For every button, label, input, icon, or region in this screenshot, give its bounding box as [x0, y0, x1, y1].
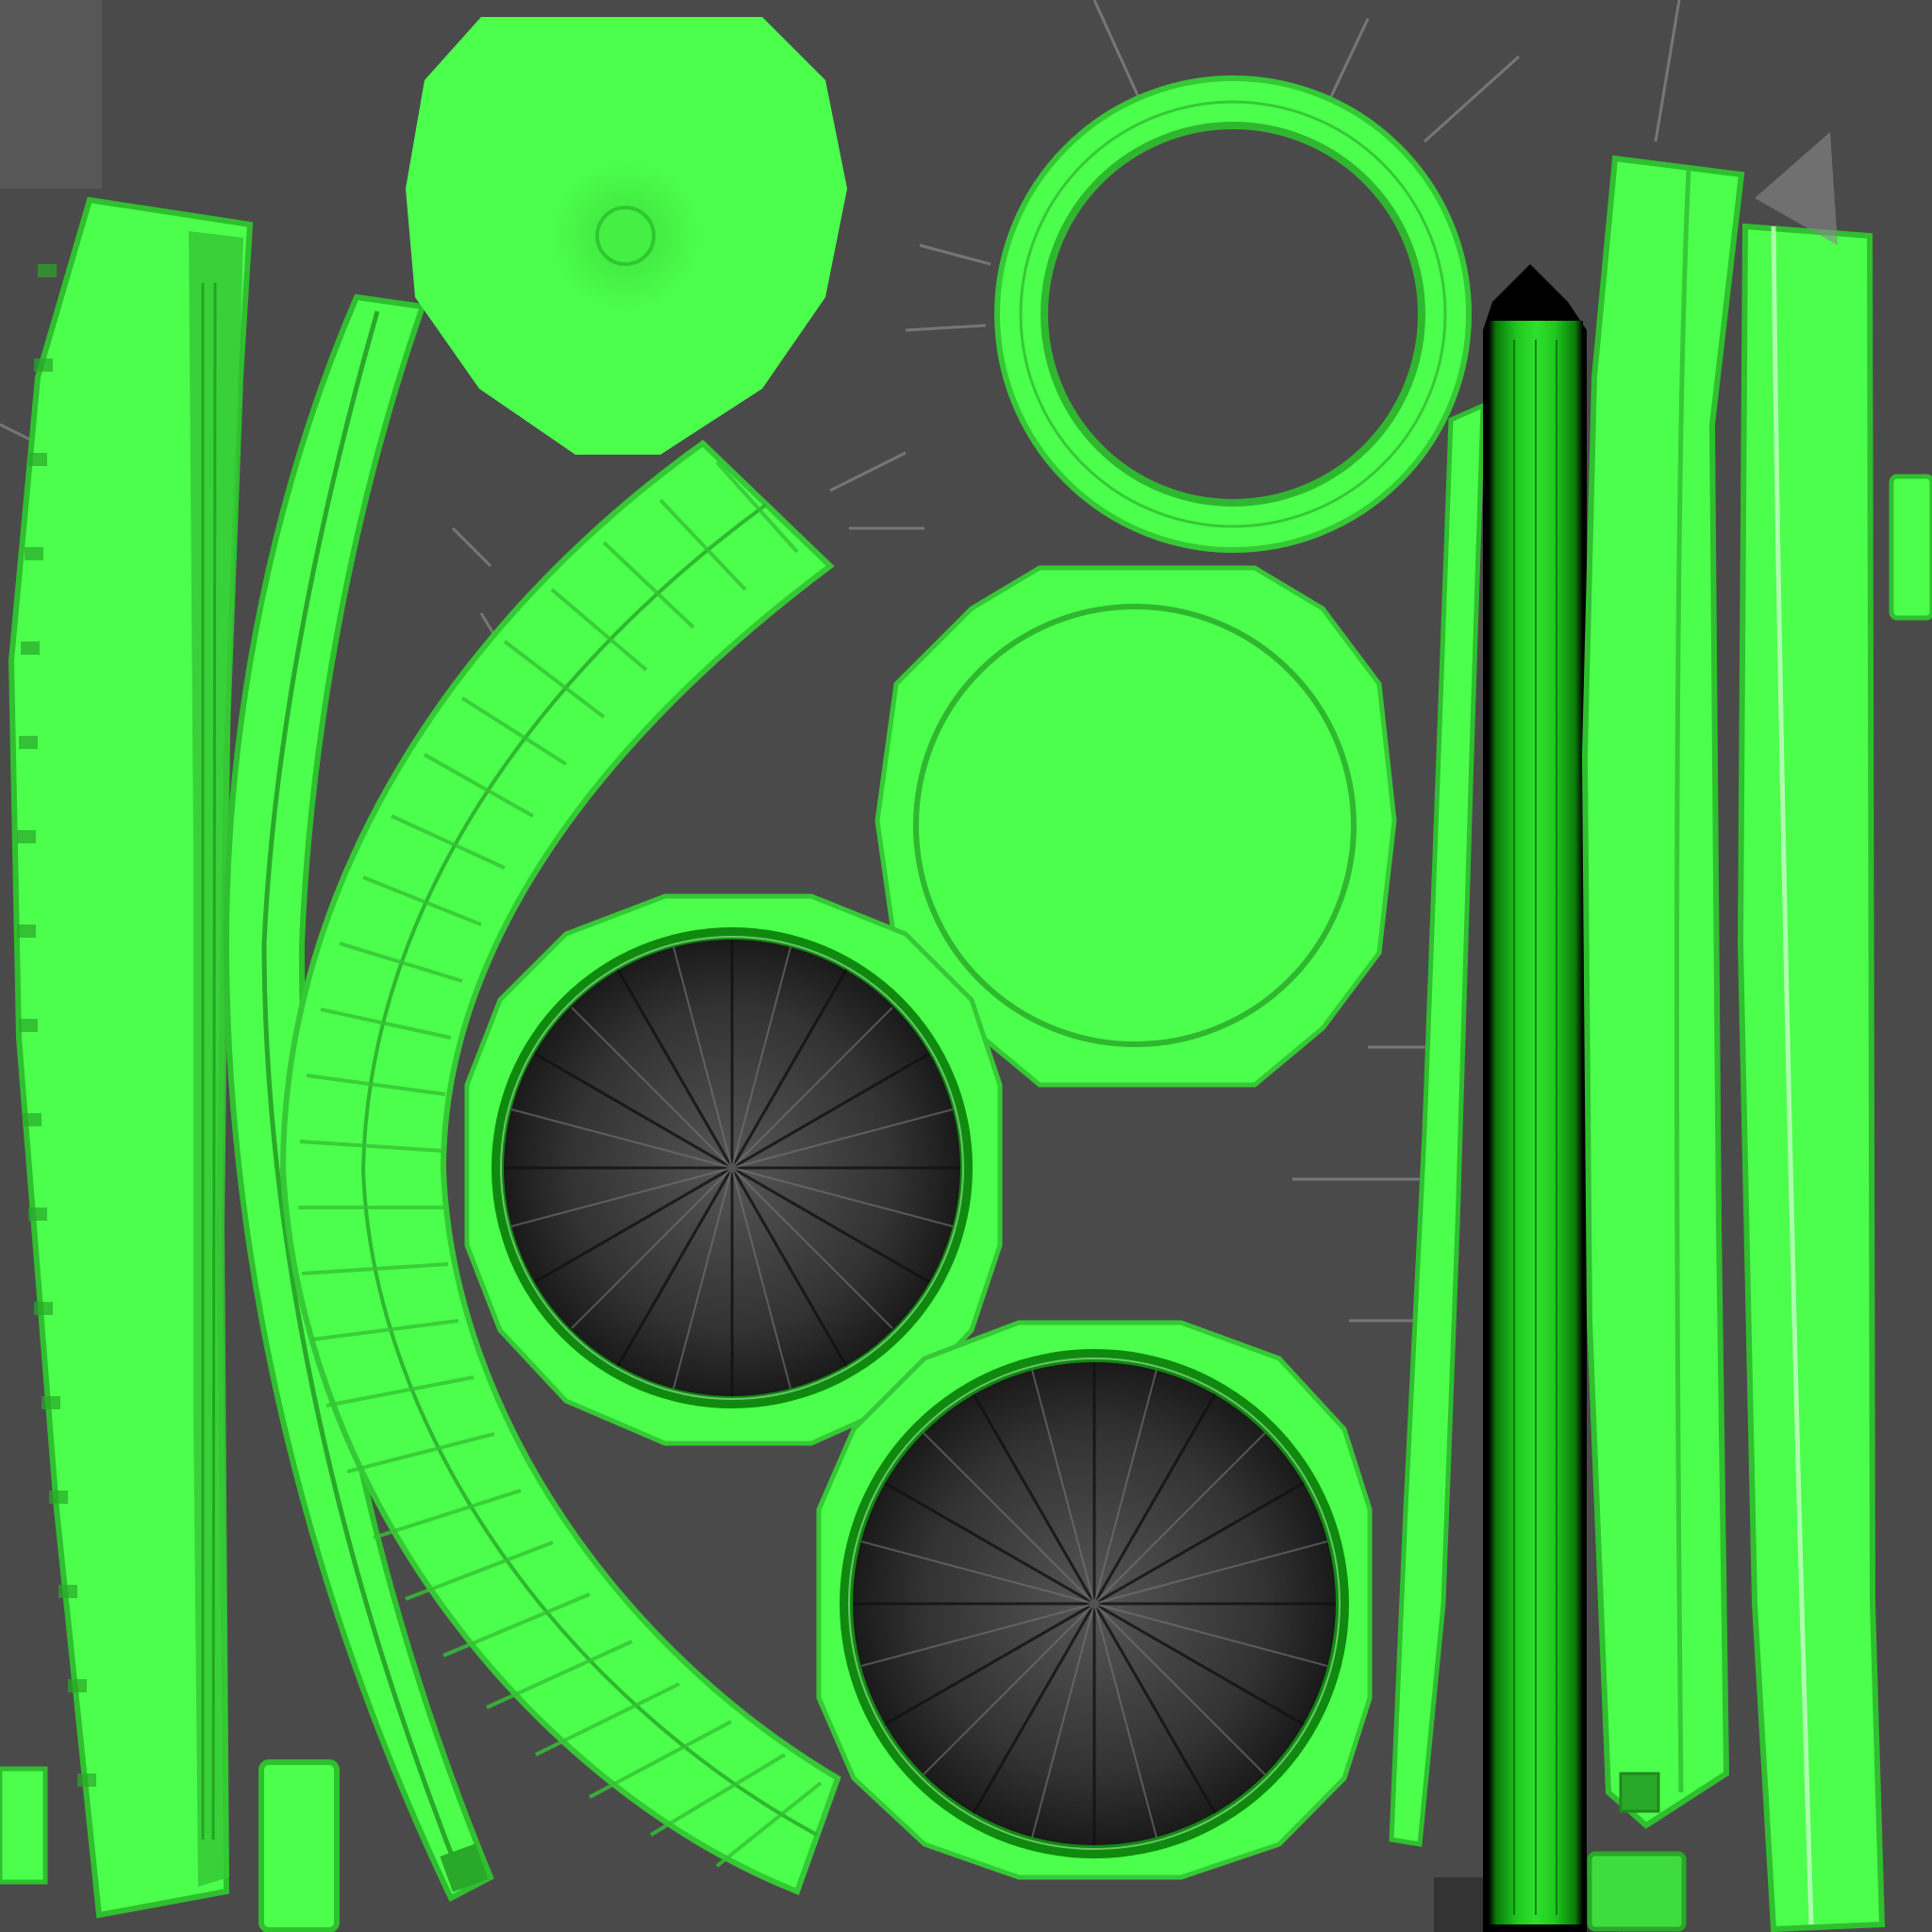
- top-disc: [406, 17, 847, 455]
- top-ring: [994, 75, 1472, 553]
- edge-clip-right: [1889, 474, 1932, 621]
- thin-curved-strip: [223, 293, 494, 1903]
- dark-green-bar: [1483, 264, 1587, 1932]
- bottom-right-block: [1587, 1851, 1687, 1932]
- light-corner-patch: [0, 0, 102, 189]
- small-block-bottom: [258, 1759, 340, 1932]
- left-long-strip: [8, 196, 254, 1919]
- segmented-arc-band: [279, 440, 841, 1895]
- wheel-lower-left: [464, 893, 1003, 1446]
- right-thin-strip: [1389, 402, 1486, 1847]
- far-right-strip: [1737, 132, 1886, 1932]
- right-wide-strip: [1581, 155, 1745, 1829]
- small-block-left: [0, 1766, 48, 1885]
- wheel-lower-right: [816, 1320, 1373, 1880]
- middle-disc: [874, 565, 1397, 1088]
